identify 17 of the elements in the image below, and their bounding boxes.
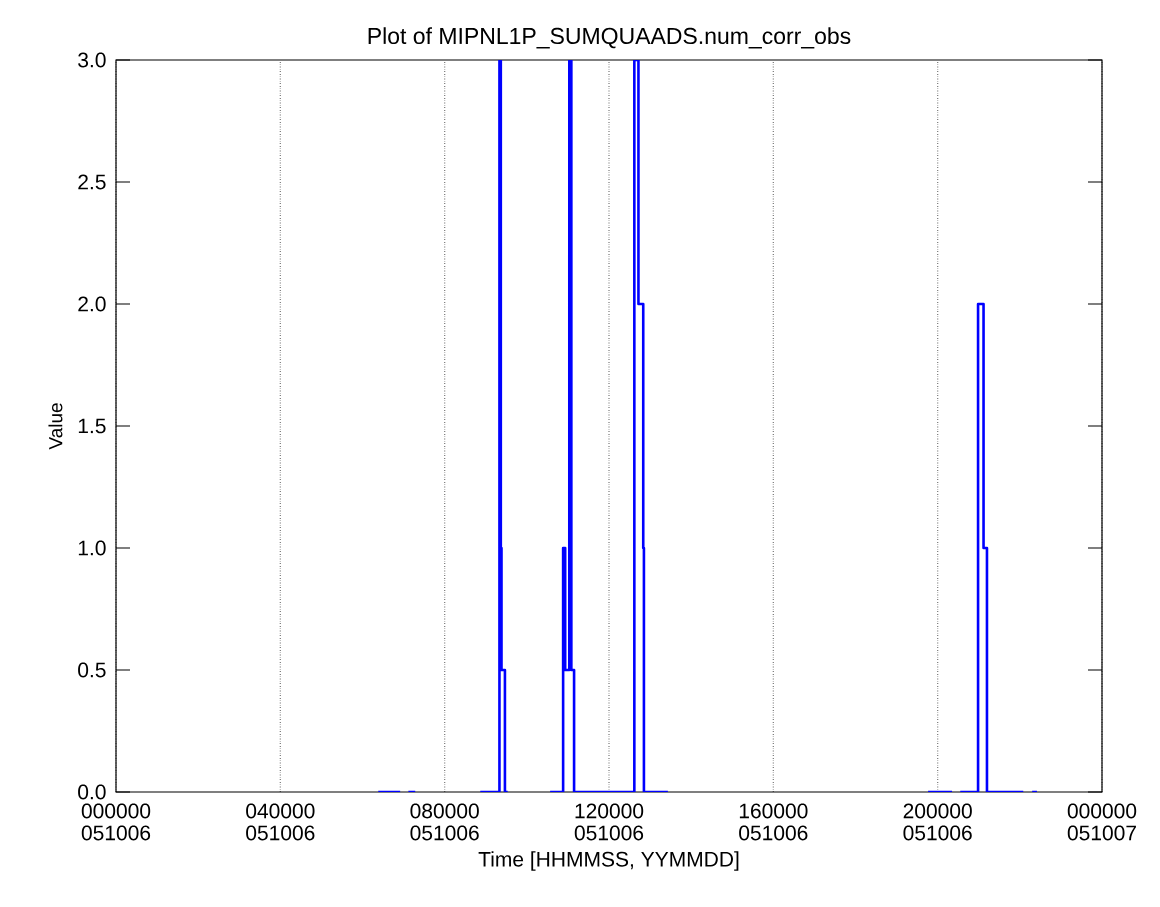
x-tick-label: 160000 051006 bbox=[739, 803, 808, 841]
y-tick-label: 0.5 bbox=[78, 662, 106, 678]
y-tick-label: 2.5 bbox=[78, 174, 106, 190]
x-tick-label: 040000 051006 bbox=[246, 803, 315, 841]
y-tick-label: 3.0 bbox=[78, 52, 106, 68]
y-tick-label: 2.0 bbox=[78, 296, 106, 312]
y-tick-label: 0.0 bbox=[78, 784, 106, 800]
x-tick-label: 000000 051007 bbox=[1067, 803, 1137, 841]
chart-title: Plot of MIPNL1P_SUMQUAADS.num_corr_obs bbox=[368, 27, 851, 49]
y-tick-label: 1.5 bbox=[78, 418, 106, 434]
y-axis-title: Value bbox=[48, 403, 63, 450]
x-tick-label: 080000 051006 bbox=[410, 803, 479, 841]
x-tick-label: 120000 051006 bbox=[574, 803, 644, 841]
x-tick-label: 200000 051006 bbox=[903, 803, 972, 841]
y-tick-label: 1.0 bbox=[78, 540, 106, 556]
x-tick-label: 000000 051006 bbox=[81, 803, 151, 841]
x-axis-title: Time [HHMMSS, YYMMDD] bbox=[478, 851, 739, 871]
